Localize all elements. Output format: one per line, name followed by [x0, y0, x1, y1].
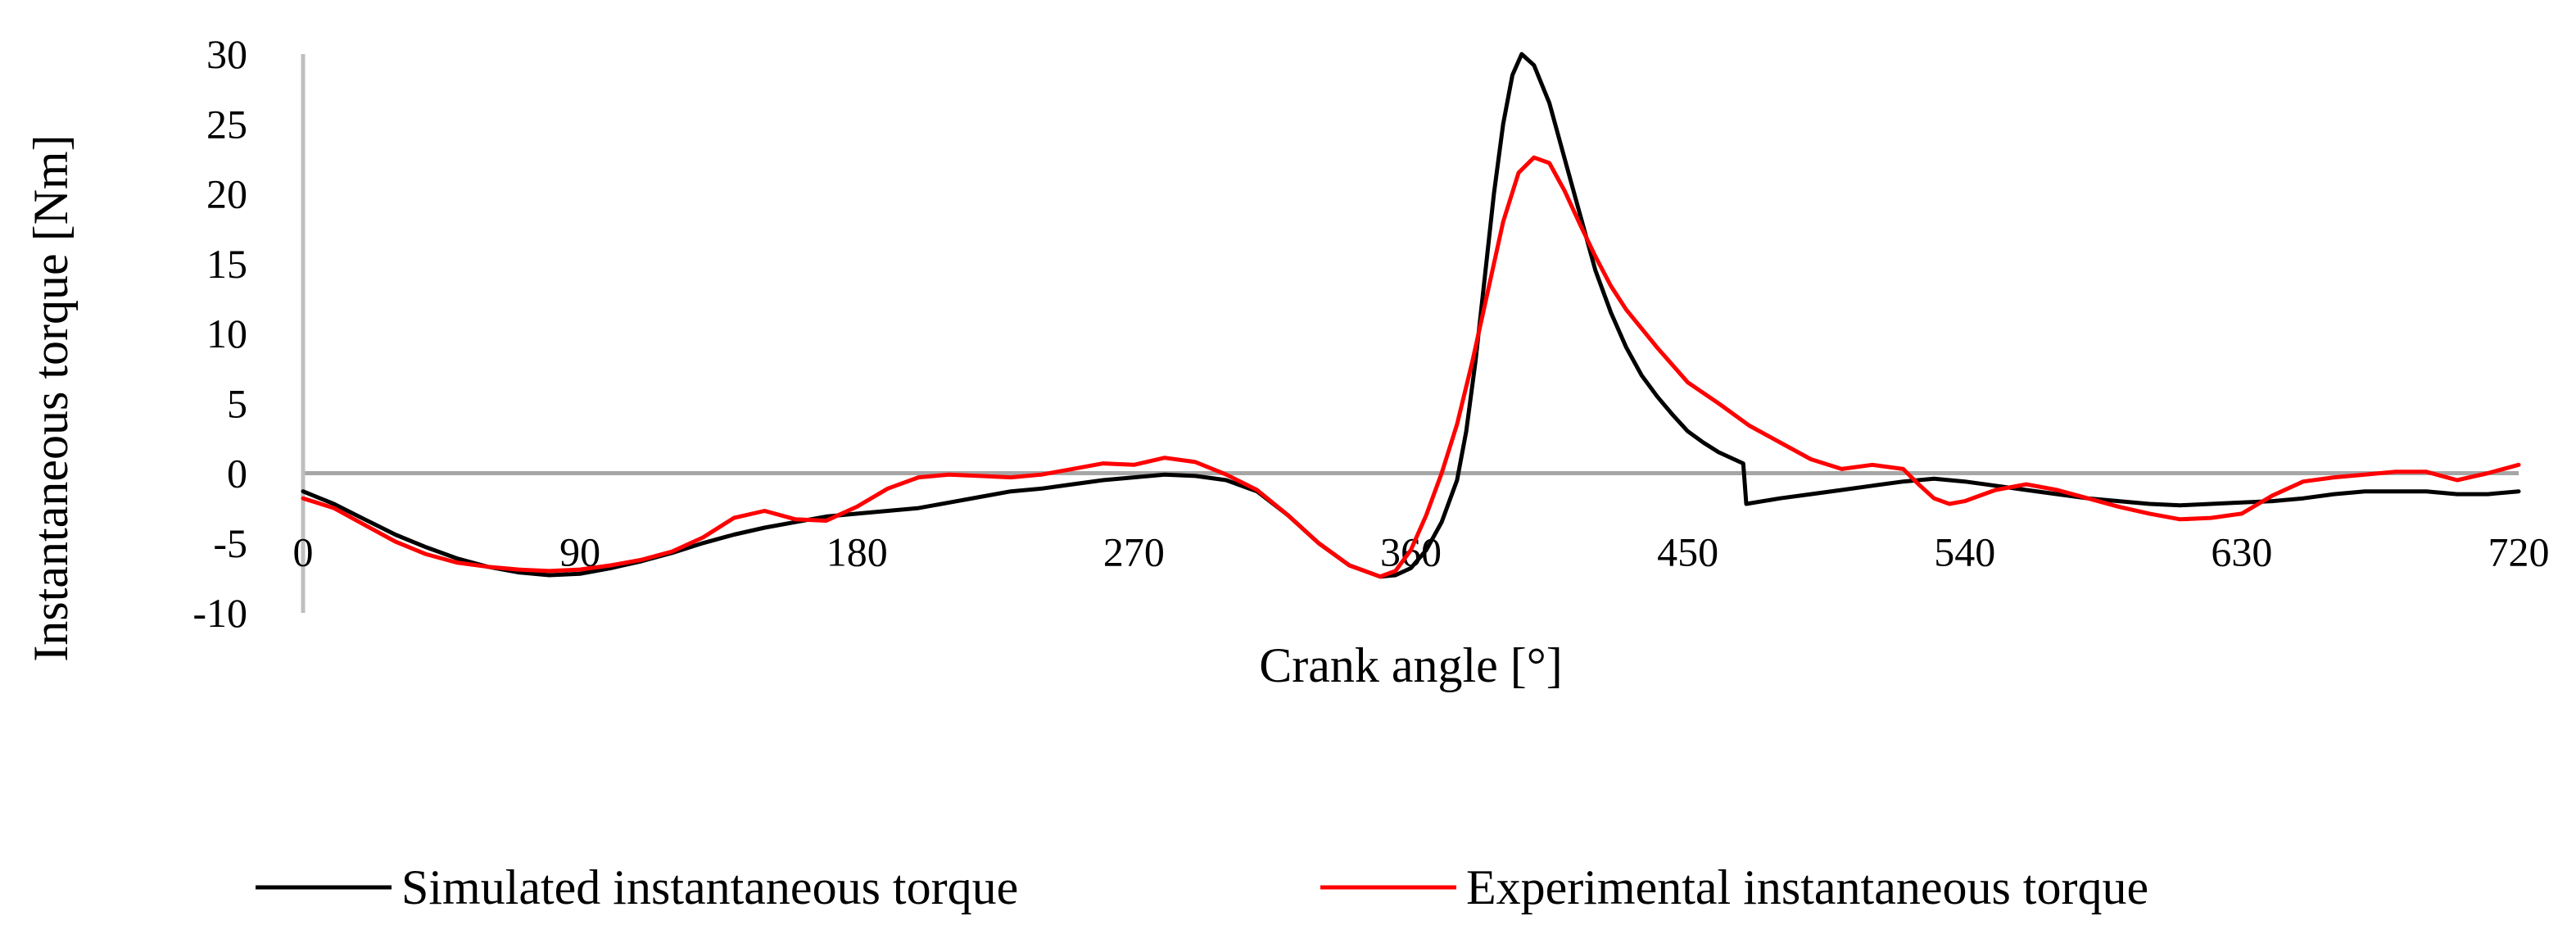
x-tick-labels: 0 90 180 270 360 450 540 630 720: [293, 529, 2550, 575]
y-tick-label: 25: [206, 101, 247, 147]
series-lines: [301, 52, 2521, 579]
x-tick-label: 540: [1934, 529, 1995, 575]
y-tick-label: 0: [227, 451, 247, 497]
y-tick-labels: -10 -5 0 5 10 15 20 25 30: [192, 31, 247, 636]
y-axis-title: Instantaneous torque [Nm]: [24, 134, 78, 661]
x-tick-label: 180: [826, 529, 888, 575]
x-axis-title: Crank angle [°]: [1259, 638, 1563, 692]
x-tick-label: 450: [1657, 529, 1718, 575]
x-tick-label: 270: [1103, 529, 1165, 575]
y-tick-label: 15: [206, 241, 247, 287]
legend-label-simulated: Simulated instantaneous torque: [401, 860, 1018, 914]
x-tick-label: 0: [293, 529, 314, 575]
legend-label-experimental: Experimental instantaneous torque: [1466, 860, 2148, 914]
y-tick-label: 30: [206, 31, 247, 77]
y-tick-label: -10: [192, 590, 247, 636]
series-experimental-line: [301, 155, 2521, 579]
y-tick-label: 10: [206, 311, 247, 356]
y-tick-label: 5: [227, 380, 247, 426]
y-tick-label: -5: [213, 520, 247, 566]
y-tick-label: 20: [206, 171, 247, 217]
x-tick-label: 630: [2211, 529, 2272, 575]
x-tick-label: 720: [2488, 529, 2550, 575]
legend: Simulated instantaneous torque Experimen…: [256, 860, 2148, 914]
series-simulated-line: [301, 52, 2521, 579]
